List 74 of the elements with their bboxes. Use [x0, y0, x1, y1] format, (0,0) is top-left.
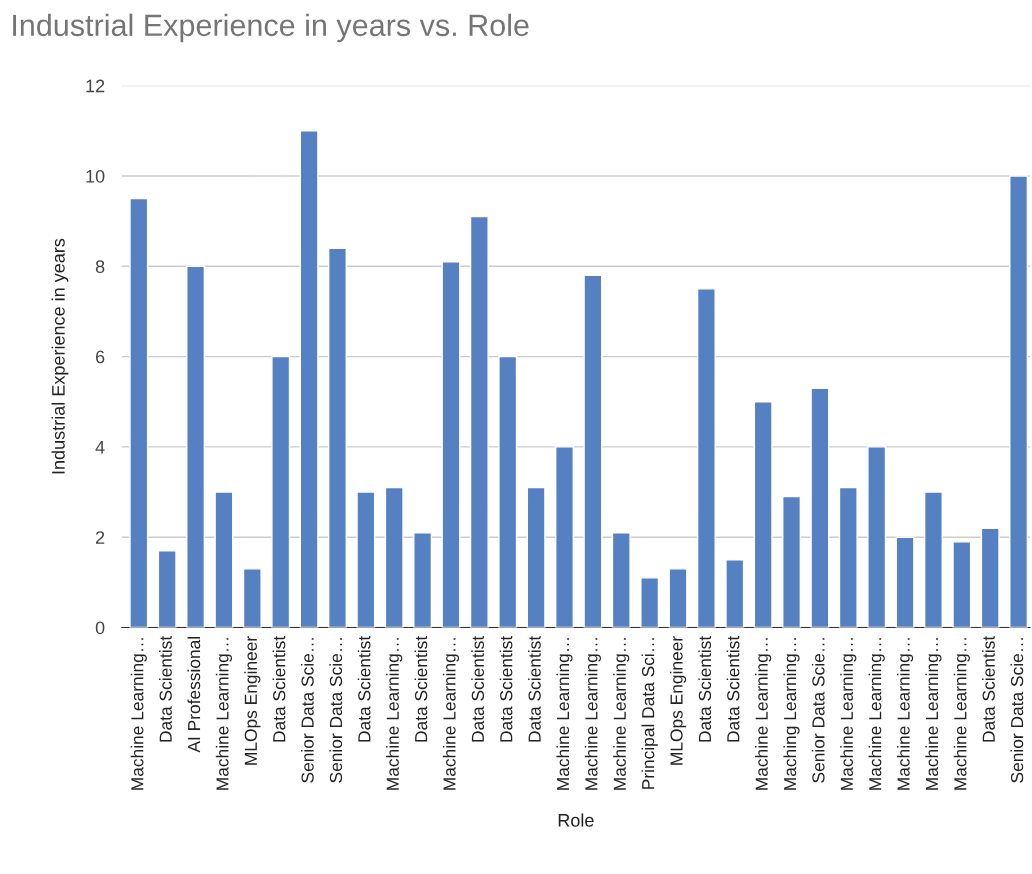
y-axis-title: Industrial Experience in years — [51, 238, 69, 474]
chart-title: Industrial Experience in years vs. Role — [13, 13, 529, 43]
x-tick-label: Senior Data Scie… — [811, 638, 825, 783]
x-tick-label: Machine Learning… — [386, 638, 403, 790]
bar — [555, 446, 574, 628]
x-tick-label: Machine Learning… — [896, 638, 914, 790]
bar — [980, 527, 1000, 628]
x-tick-label: Data Scientist — [726, 635, 740, 742]
bar — [583, 274, 603, 628]
bar — [923, 491, 943, 628]
y-tick-label: 6 — [95, 350, 105, 364]
x-tick-label: Data Scientist — [414, 635, 428, 742]
bar — [129, 197, 149, 628]
bar — [611, 532, 631, 628]
x-tick-label: Senior Data Scie… — [1010, 638, 1024, 783]
bar — [895, 536, 915, 628]
x-tick-label: Machine Learning… — [556, 638, 573, 790]
x-tick-label: Machine Learning… — [613, 638, 630, 790]
x-tick-label: Data Scientist — [698, 635, 712, 742]
x-tick-label: Machine Learning… — [925, 638, 942, 790]
x-tick-label: Data Scientist — [471, 635, 485, 742]
bar — [299, 130, 319, 628]
x-tick-label: Machine Learning… — [584, 638, 601, 790]
x-tick-label: Data Scientist — [499, 635, 513, 742]
y-tick-label: 2 — [95, 531, 105, 544]
x-axis-title: Role — [558, 813, 594, 827]
bar — [356, 491, 376, 628]
bar — [469, 215, 489, 628]
bar — [186, 265, 206, 628]
bar — [696, 288, 716, 628]
bar — [1009, 175, 1029, 628]
bar — [838, 486, 858, 628]
x-tick-label: Machine Learning… — [215, 638, 233, 790]
bar — [384, 486, 404, 628]
x-tick-label: Maching Learning… — [783, 638, 800, 790]
bar — [867, 446, 887, 628]
bar — [441, 261, 461, 628]
x-tick-label: Machine Learning… — [755, 638, 772, 790]
x-tick-label: Data Scientist — [982, 635, 995, 742]
bar — [640, 577, 660, 628]
y-tick-label: 8 — [95, 260, 105, 273]
x-tick-label: Data Scientist — [159, 635, 172, 742]
x-tick-label: AI Professional — [187, 637, 201, 753]
bar — [952, 541, 972, 628]
bar — [498, 355, 518, 628]
x-tick-label: Senior Data Scie… — [329, 638, 343, 783]
x-tick-label: Machine Learning… — [868, 638, 885, 790]
bar — [271, 355, 291, 628]
y-tick-label: 10 — [86, 169, 105, 183]
x-tick-label: Data Scientist — [357, 635, 371, 742]
bar — [157, 550, 177, 628]
x-tick-label: Machine Learning… — [953, 638, 970, 790]
x-tick-label: Machine Learning… — [442, 638, 460, 790]
x-tick-label: Data Scientist — [528, 635, 541, 742]
x-tick-label: Principal Data Sci… — [641, 638, 658, 789]
bar — [668, 568, 688, 628]
y-tick-label: 4 — [95, 441, 105, 454]
bar — [810, 387, 830, 628]
x-tick-label: Senior Data Scie… — [300, 638, 314, 783]
x-tick-label: Data Scientist — [272, 635, 286, 742]
y-tick-label: 12 — [86, 79, 105, 93]
bar — [753, 401, 773, 628]
bar — [214, 491, 234, 628]
bar — [413, 532, 433, 628]
bar — [725, 559, 745, 628]
y-tick-label: 0 — [95, 621, 105, 635]
bar — [327, 247, 347, 628]
x-tick-label: Machine Learning… — [130, 638, 147, 790]
x-tick-label: Machine Learning… — [840, 638, 857, 790]
bar — [242, 568, 262, 628]
x-tick-label: MLOps Engineer — [669, 636, 687, 765]
bar — [782, 495, 802, 628]
x-tick-label: MLOps Engineer — [244, 636, 261, 765]
bar — [526, 486, 546, 628]
